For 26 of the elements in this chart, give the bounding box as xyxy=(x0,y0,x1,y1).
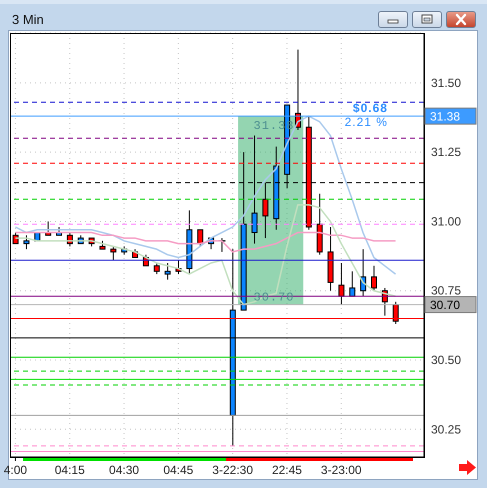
candlestick xyxy=(197,229,204,247)
y-tick-label: 30.50 xyxy=(431,353,462,368)
x-tick-label: 04:45 xyxy=(163,463,194,477)
ref-line-label: 31.38 xyxy=(430,110,460,124)
x-tick-label: 22:45 xyxy=(272,463,302,477)
candlestick xyxy=(349,270,356,297)
candlestick xyxy=(338,262,344,306)
annotation: $0.68 xyxy=(352,101,388,116)
x-tick-label: 3-22:30 xyxy=(212,463,254,477)
y-tick-label: 31.25 xyxy=(431,145,462,160)
candlestick xyxy=(371,265,378,292)
y-tick-label: 30.75 xyxy=(431,284,462,298)
x-tick-label: 04:15 xyxy=(54,463,86,477)
chart-title: 3 Min xyxy=(12,12,44,27)
candlestick xyxy=(154,262,160,275)
candlestick xyxy=(23,234,30,250)
annotation: 2.21 % xyxy=(344,115,388,130)
x-tick-label: 3-23:00 xyxy=(320,463,362,477)
y-tick-label: 31.00 xyxy=(431,214,462,228)
candlestick xyxy=(110,246,116,261)
y-tick-label: 30.25 xyxy=(431,422,462,436)
x-tick-label: 04:30 xyxy=(109,463,140,477)
x-tick-label: 4:00 xyxy=(4,463,28,477)
candlestick xyxy=(164,262,171,280)
y-tick-label: 31.50 xyxy=(431,76,462,90)
ref-line-label: 30.70 xyxy=(430,298,460,312)
